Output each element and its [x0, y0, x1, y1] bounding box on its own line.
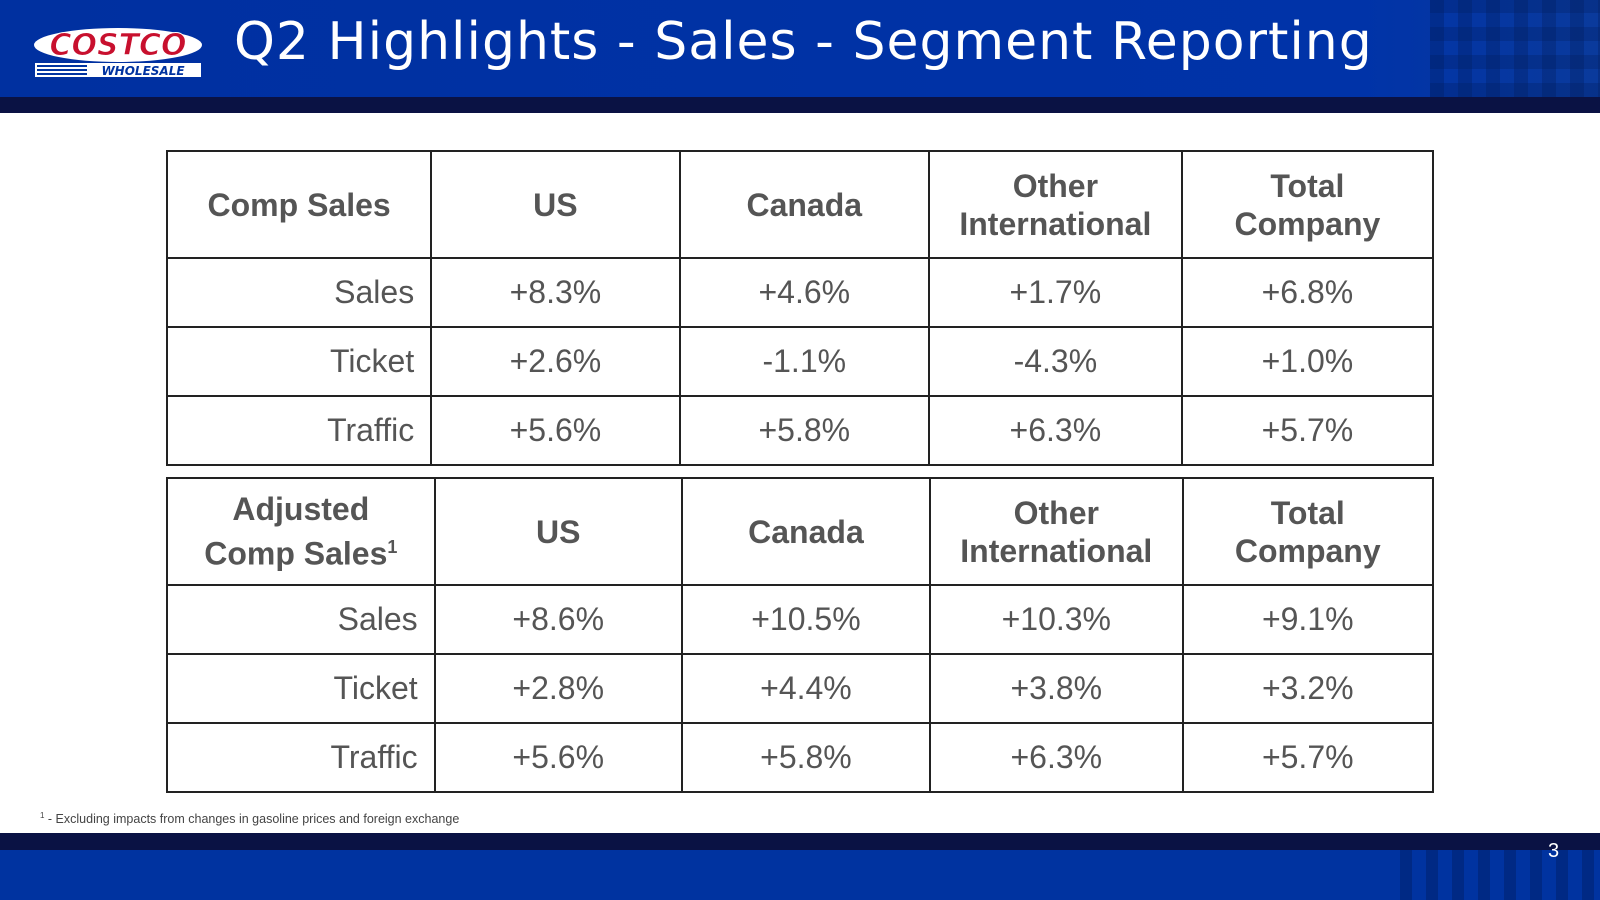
header-cell: US — [430, 150, 681, 259]
row-label: Sales — [165, 257, 433, 328]
header-cell: Total Company — [1181, 477, 1434, 586]
slide-title: Q2 Highlights - Sales - Segment Reportin… — [234, 12, 1373, 72]
footer-bar — [0, 850, 1600, 900]
row-label: Traffic — [165, 395, 433, 466]
cell: +2.8% — [433, 653, 683, 724]
cell: +8.6% — [433, 584, 683, 655]
cell: +5.8% — [680, 722, 932, 793]
cell: +5.6% — [433, 722, 683, 793]
cell: +6.8% — [1180, 257, 1435, 328]
header-text: Other International — [959, 167, 1152, 242]
table-row: Sales +8.6% +10.5% +10.3% +9.1% — [166, 584, 1434, 655]
adjusted-comp-sales-table: Adjusted Comp Sales1 US Canada Other Int… — [166, 477, 1434, 793]
table-row: Sales +8.3% +4.6% +1.7% +6.8% — [165, 257, 1435, 328]
header-cell: Comp Sales — [165, 150, 433, 259]
header-divider — [0, 97, 1600, 113]
header-label: Adjusted Comp Sales — [204, 491, 388, 572]
cell: +5.6% — [430, 395, 681, 466]
cell: +10.3% — [929, 584, 1184, 655]
table-header-row: Adjusted Comp Sales1 US Canada Other Int… — [166, 477, 1434, 586]
svg-text:COSTCO: COSTCO — [49, 28, 186, 63]
cell: +6.3% — [929, 722, 1184, 793]
page-number: 3 — [1548, 840, 1560, 862]
cell: +3.2% — [1181, 653, 1434, 724]
header-cell: Other International — [927, 150, 1183, 259]
svg-text:WHOLESALE: WHOLESALE — [101, 64, 185, 77]
pixel-pattern — [1400, 850, 1600, 900]
footnote-text: - Excluding impacts from changes in gaso… — [44, 812, 460, 827]
header-text: Adjusted Comp Sales1 — [201, 490, 401, 573]
table-row: Traffic +5.6% +5.8% +6.3% +5.7% — [166, 722, 1434, 793]
row-label: Ticket — [165, 326, 433, 397]
cell: +5.7% — [1180, 395, 1435, 466]
table-row: Ticket +2.6% -1.1% -4.3% +1.0% — [165, 326, 1435, 397]
header-cell: Other International — [929, 477, 1184, 586]
table-header-row: Comp Sales US Canada Other International… — [165, 150, 1435, 259]
cell: +9.1% — [1181, 584, 1434, 655]
cell: +8.3% — [430, 257, 681, 328]
cell: +10.5% — [680, 584, 932, 655]
header-cell: US — [433, 477, 683, 586]
header-cell: Canada — [680, 477, 932, 586]
cell: +4.4% — [680, 653, 932, 724]
costco-logo: COSTCO WHOLESALE — [34, 28, 202, 77]
header-cell: Canada — [678, 150, 930, 259]
pixel-pattern — [1430, 0, 1600, 97]
header-cell: Total Company — [1180, 150, 1435, 259]
footnote-marker: 1 — [387, 537, 398, 558]
row-label: Ticket — [166, 653, 436, 724]
header-text: Total Company — [1234, 494, 1381, 569]
header-cell: Adjusted Comp Sales1 — [166, 477, 436, 586]
row-label: Traffic — [166, 722, 436, 793]
cell: +3.8% — [929, 653, 1184, 724]
footnote: 1 - Excluding impacts from changes in ga… — [40, 811, 459, 826]
cell: -1.1% — [678, 326, 930, 397]
footer-divider — [0, 833, 1600, 850]
cell: -4.3% — [927, 326, 1183, 397]
header-text: Total Company — [1234, 167, 1381, 242]
cell: +1.0% — [1180, 326, 1435, 397]
cell: +2.6% — [430, 326, 681, 397]
header-text: Other International — [960, 494, 1153, 569]
footnote-marker: 1 — [40, 811, 45, 820]
cell: +5.7% — [1181, 722, 1434, 793]
comp-sales-table: Comp Sales US Canada Other International… — [165, 150, 1435, 466]
table-row: Traffic +5.6% +5.8% +6.3% +5.7% — [165, 395, 1435, 466]
cell: +6.3% — [927, 395, 1183, 466]
header-bar — [0, 0, 1600, 97]
cell: +4.6% — [678, 257, 930, 328]
row-label: Sales — [166, 584, 436, 655]
table-row: Ticket +2.8% +4.4% +3.8% +3.2% — [166, 653, 1434, 724]
cell: +1.7% — [927, 257, 1183, 328]
cell: +5.8% — [678, 395, 930, 466]
